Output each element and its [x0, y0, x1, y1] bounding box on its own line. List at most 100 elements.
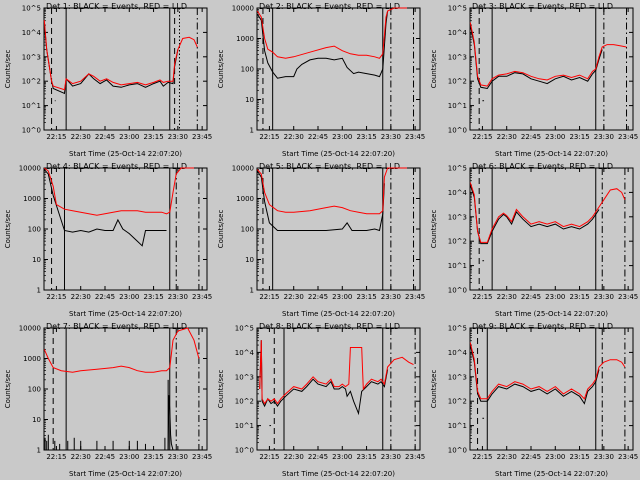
x-tick-label: 23:45	[192, 293, 212, 301]
x-tick-label: 23:15	[356, 133, 376, 141]
events-series-line	[469, 344, 600, 405]
x-tick-label: 22:45	[95, 453, 115, 461]
y-tick-label: 10^1	[448, 262, 467, 270]
y-tick-label: 100	[241, 226, 254, 234]
x-tick-label: 22:15	[259, 293, 279, 301]
y-tick-label: 10^3	[448, 213, 467, 221]
x-axis-label: Start Time (25-Oct-14 22:07:20)	[282, 150, 395, 158]
y-tick-label: 10^3	[448, 373, 467, 381]
events-series-line	[43, 169, 167, 247]
x-tick-label: 23:00	[119, 133, 139, 141]
events-series-line	[469, 184, 600, 245]
y-tick-label: 10^2	[448, 78, 467, 86]
y-tick-label: 10^4	[448, 189, 468, 197]
events-series-line	[256, 10, 389, 79]
x-tick-label: 23:15	[569, 453, 589, 461]
x-tick-label: 23:15	[356, 453, 376, 461]
x-tick-label: 23:45	[405, 133, 425, 141]
plot-frame	[43, 7, 208, 131]
y-tick-label: 10^5	[448, 325, 467, 333]
x-tick-label: 23:15	[569, 293, 589, 301]
y-tick-label: 10^0	[448, 287, 467, 295]
y-tick-label: 10^2	[22, 78, 41, 86]
lld-series-line	[469, 182, 626, 243]
x-tick-label: 23:00	[545, 293, 565, 301]
chart-title: Det 8: BLACK = Events, RED = LLD	[259, 322, 400, 331]
x-tick-label: 22:15	[46, 453, 66, 461]
x-tick-label: 22:45	[95, 293, 115, 301]
x-tick-label: 22:45	[95, 133, 115, 141]
x-tick-label: 22:15	[472, 453, 492, 461]
x-tick-label: 22:45	[308, 133, 328, 141]
plot-frame	[256, 7, 421, 131]
chart-panel-d1: Det 1: BLACK = Events, RED = LLD Counts/s…	[4, 2, 212, 158]
x-tick-label: 22:45	[308, 453, 328, 461]
y-tick-label: 10	[32, 256, 41, 264]
y-tick-label: 10^5	[235, 325, 254, 333]
x-tick-label: 22:45	[521, 133, 541, 141]
lld-series-line	[469, 22, 627, 87]
y-tick-label: 10000	[19, 165, 41, 173]
x-tick-label: 22:15	[472, 133, 492, 141]
x-tick-label: 22:30	[284, 453, 304, 461]
lld-series-line	[256, 167, 407, 215]
lld-series-line	[43, 20, 198, 91]
chart-panel-d5: Det 5: BLACK = Events, RED = LLD Counts/s…	[217, 162, 425, 318]
chart-panel-d9: Det 9: BLACK = Events, RED = LLD Counts/s…	[430, 322, 638, 478]
y-tick-label: 1	[250, 127, 254, 135]
events-series-line	[44, 395, 174, 451]
y-tick-label: 10^5	[22, 5, 41, 13]
x-axis-label: Start Time (25-Oct-14 22:07:20)	[495, 470, 608, 478]
x-tick-label: 23:45	[618, 453, 638, 461]
x-tick-label: 22:30	[284, 133, 304, 141]
x-tick-label: 23:00	[332, 293, 352, 301]
y-tick-label: 1	[37, 447, 41, 455]
x-axis-label: Start Time (25-Oct-14 22:07:20)	[495, 310, 608, 318]
y-axis-label: Counts/sec	[217, 370, 225, 409]
chart-panel-d8: Det 8: BLACK = Events, RED = LLD Counts/s…	[217, 322, 425, 478]
x-tick-label: 22:15	[472, 293, 492, 301]
x-tick-label: 22:30	[497, 453, 517, 461]
x-tick-label: 23:30	[594, 293, 614, 301]
x-tick-label: 22:45	[521, 293, 541, 301]
x-tick-label: 23:15	[569, 133, 589, 141]
x-tick-label: 23:00	[545, 133, 565, 141]
chart-panel-d2: Det 2: BLACK = Events, RED = LLD Counts/s…	[217, 2, 425, 158]
y-tick-label: 10^5	[448, 5, 467, 13]
x-tick-label: 22:15	[46, 133, 66, 141]
y-tick-label: 1	[37, 287, 41, 295]
y-tick-label: 10^1	[448, 422, 467, 430]
x-tick-label: 23:30	[168, 453, 188, 461]
y-tick-label: 10^4	[22, 29, 42, 37]
x-tick-label: 23:30	[168, 293, 188, 301]
y-tick-label: 1000	[236, 35, 254, 43]
x-tick-label: 22:15	[259, 453, 279, 461]
lld-series-line	[44, 167, 194, 216]
x-tick-label: 23:00	[332, 133, 352, 141]
y-axis-label: Counts/sec	[430, 210, 438, 249]
y-tick-label: 10^4	[448, 349, 468, 357]
x-tick-label: 23:45	[192, 453, 212, 461]
x-tick-label: 22:30	[71, 293, 91, 301]
y-tick-label: 10000	[19, 325, 41, 333]
y-tick-label: 10^1	[235, 422, 254, 430]
chart-panel-d4: Det 4: BLACK = Events, RED = LLD Counts/s…	[4, 162, 212, 318]
x-axis-label: Start Time (25-Oct-14 22:07:20)	[282, 310, 395, 318]
x-tick-label: 23:30	[381, 453, 401, 461]
y-tick-label: 1000	[23, 355, 41, 363]
chart-title: Det 2: BLACK = Events, RED = LLD	[259, 2, 400, 11]
y-tick-label: 100	[241, 66, 254, 74]
y-tick-label: 10	[245, 96, 254, 104]
y-tick-label: 10^4	[448, 29, 468, 37]
lld-series-line	[259, 340, 414, 405]
y-tick-label: 1	[250, 287, 254, 295]
x-tick-label: 23:30	[594, 133, 614, 141]
x-tick-label: 23:45	[618, 133, 638, 141]
x-tick-label: 23:30	[168, 133, 188, 141]
events-series-line	[256, 170, 385, 232]
y-tick-label: 10000	[232, 5, 254, 13]
chart-title: Det 6: BLACK = Events, RED = LLD	[472, 162, 613, 171]
y-tick-label: 10^3	[448, 53, 467, 61]
x-axis-label: Start Time (25-Oct-14 22:07:20)	[69, 470, 182, 478]
